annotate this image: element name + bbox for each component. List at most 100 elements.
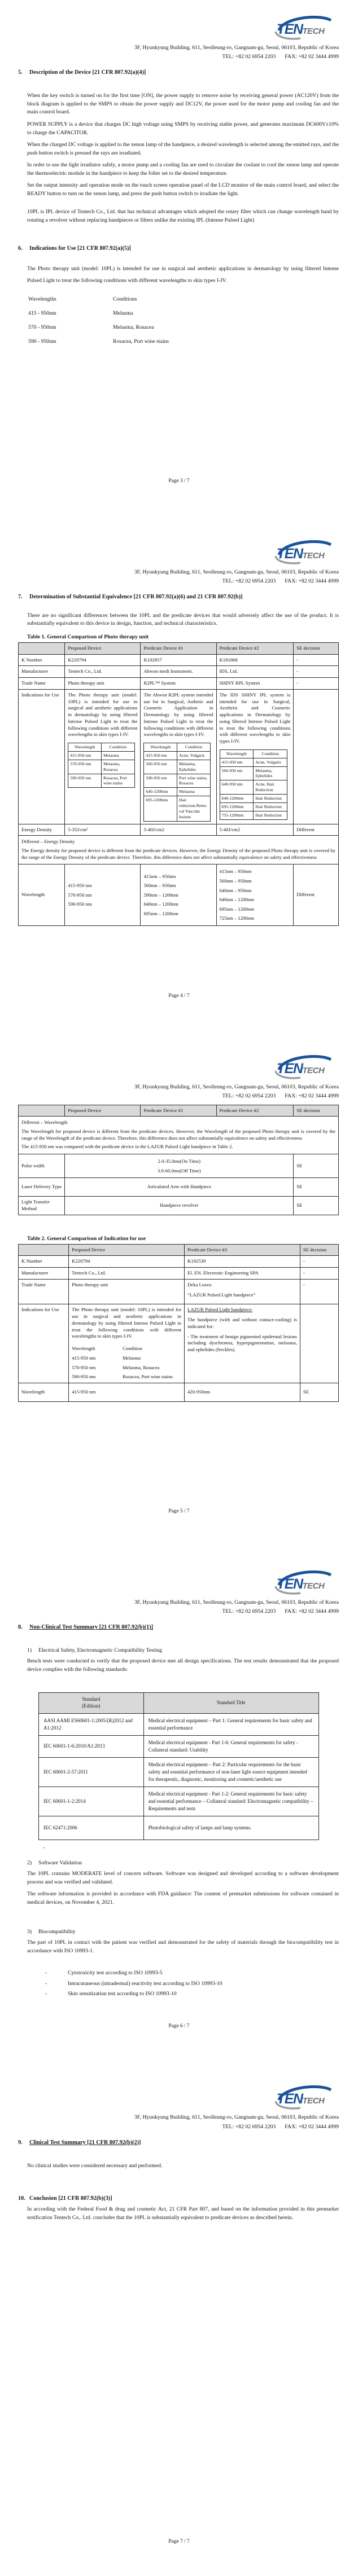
tel-number: TEL: +82 02 6954 2203 — [222, 54, 276, 60]
table-cell: - — [299, 1267, 339, 1280]
table-cell: K181868 — [216, 654, 294, 667]
table-cell: - — [293, 665, 339, 678]
section-number: 10. — [18, 2195, 25, 2202]
table-row-manufacturer: Manufacturer Tentech Co., Ltd. Ahwon med… — [18, 665, 339, 678]
company-address: 3F, Hyunkyung Building, 611, Seolleung-r… — [134, 45, 339, 51]
wavelength-value: 695nm – 1200nm — [143, 910, 178, 916]
page-header: TENTECH 3F, Hyunkyung Building, 611, Seo… — [18, 0, 339, 61]
company-contact: TEL: +82 02 6954 2203 FAX: +82 02 3444 49… — [18, 1092, 339, 1101]
tentech-logo: TENTECH — [271, 2084, 338, 2110]
condition-value: Rosacea, Port wine stains — [123, 1374, 173, 1380]
company-contact: TEL: +82 02 6954 2203 FAX: +82 02 3444 49… — [18, 577, 339, 586]
standard-row: IEC 60601-1-6:2010/A1:2013 Medical elect… — [38, 1735, 320, 1758]
software-paragraph: The 10PL contains MODERATE level of conc… — [27, 1871, 339, 1885]
table-cell: 5-40J/cm2 — [216, 823, 294, 836]
section-6-heading: 6. Indications for Use [21 CFR 807.92(a)(… — [18, 245, 339, 252]
row-label: Laser Delivery Type — [18, 1177, 66, 1197]
wavelength-value: 415-950 nm — [68, 883, 92, 889]
section-9-heading: 9. Clinical Test Summary [21 CFR 807.92(b… — [18, 2140, 339, 2146]
wavelength-value: 570 - 950nm — [28, 324, 56, 331]
nested-cell: 415-950 nm — [143, 751, 178, 760]
table-row-wavelength-note: Different – Wavelength The Wavelength fo… — [18, 1116, 339, 1155]
note-body: The Energy density for proposed device i… — [21, 848, 335, 860]
logo-tech-text: TECH — [302, 1581, 325, 1591]
table-row-light-transfer: Light Transfer Method Handpiece revolver… — [18, 1196, 339, 1215]
table-1-comparison: Proposed Device Predicate Device #1 Pred… — [18, 642, 339, 926]
standard-title: Medical electrical equipment – Part 2: P… — [143, 1757, 320, 1787]
logo-swoosh-icon — [274, 540, 332, 564]
standard-name: IEC 60601-2-57:2011 — [38, 1757, 144, 1787]
table-cell: The Ahwon R2PL system intended use for i… — [140, 689, 217, 824]
nested-cell: 695-1200nm — [143, 796, 178, 822]
description-paragraph: 10PL is IPL device of Tentech Co., Ltd. … — [27, 209, 339, 223]
subsection-1-heading: 1) Electrical Safety, Electromagnetic Com… — [27, 1647, 339, 1653]
section-number: 6. — [18, 245, 23, 252]
wavelength-condition-list: Wavelength Condition 415-950 nm Melasma … — [72, 1346, 181, 1380]
trade-name-line: “LAZUR Pulsed Light handpiece” — [187, 1291, 256, 1298]
condition-value: Melasma — [123, 1355, 141, 1361]
section-number: 9. — [18, 2139, 23, 2146]
clinical-paragraph: No clinical studies were considered nece… — [27, 2162, 163, 2169]
subsection-title: Biocompatibility — [38, 1929, 76, 1935]
company-contact: TEL: +82 02 6954 2203 FAX: +82 02 3444 49… — [18, 52, 339, 61]
company-address: 3F, Hyunkyung Building, 611, Seolleung-r… — [134, 568, 339, 575]
bio-test-item: - Cytotoxicity test according to ISO 1099… — [45, 1968, 339, 1978]
page-number: Page 6 / 7 — [168, 2023, 190, 2030]
standard-row: AASI AAMI ES60601-1:2005/(R)2012 and A1:… — [38, 1713, 320, 1736]
standard-row: IEC 60601-1-2:2014 Medical electrical eq… — [38, 1786, 320, 1817]
logo-tech-text: TECH — [302, 27, 325, 36]
section-7-heading: 7. Determination of Substantial Equivalen… — [18, 594, 339, 600]
bullet-dash: - — [45, 1980, 47, 1987]
standards-table: Standard (Edition) Standard Title AASI AA… — [38, 1692, 320, 1841]
table-cell: Articulated Arm with Handpiece — [64, 1177, 294, 1197]
indications-intro: The Ahwon R2PL system intended use for i… — [143, 691, 213, 738]
standard-title: Medical electrical equipment - Part 1-2:… — [143, 1786, 320, 1817]
subsection-title: Electrical Safety, Electromagnetic Compa… — [38, 1647, 162, 1654]
nested-wavelength-table: Wavelength Condition 415-950 nm Acne, Vulg… — [219, 749, 288, 820]
table-cell: K220794 — [64, 654, 141, 667]
fax-number: FAX: +82 02 3444 4999 — [285, 54, 339, 60]
nested-header: Condition — [253, 749, 288, 758]
header-cell: Predicate Device #1 — [140, 1104, 217, 1117]
section-10-heading: 10. Conclusion [21 CFR 807.92(b)(3)] — [18, 2195, 339, 2202]
company-address: 3F, Hyunkyung Building, 611, Seolleung-r… — [134, 1084, 339, 1091]
wavelength-value: 590 - 950nm — [28, 338, 56, 345]
table-cell: Photo therapy unit — [68, 1278, 185, 1305]
standard-title: Medical electrical equipment - Part 1-6:… — [143, 1735, 320, 1758]
table-cell: Deka Luxea “LAZUR Pulsed Light handpiece… — [184, 1278, 300, 1305]
table-cell: LAZUR Pulsed Light handpiece: The handpi… — [184, 1304, 300, 1383]
nested-cell: Acne, Vulgaris — [177, 751, 211, 760]
condition-value: Rosacea, Port wine stains — [113, 338, 169, 345]
page-number: Page 3 / 7 — [168, 478, 190, 484]
row-label: Energy Density — [18, 823, 66, 836]
nested-cell: Melasma — [177, 787, 211, 797]
nested-cell: Rosacea, Port wine stains — [101, 773, 135, 788]
table-cell: Different — [293, 864, 339, 926]
logo-tech-text: TECH — [302, 1066, 325, 1076]
table-cell: El. EN. Electronic Engineering SPA — [184, 1267, 300, 1280]
logo-swoosh-icon — [274, 1055, 332, 1079]
row-label: Indications for Use — [18, 689, 66, 824]
row-label: Wavelength — [18, 1382, 69, 1402]
company-address: 3F, Hyunkyung Building, 611, Seolleung-r… — [134, 2114, 339, 2121]
header-cell: Predicate Device #2 — [216, 642, 294, 655]
nested-cell: Acne, Hair Reduction — [253, 780, 288, 795]
row-label: Manufacturer — [18, 665, 66, 678]
header-cell: SE decision — [293, 1104, 339, 1117]
table-cell: Different — [293, 823, 339, 836]
row-label: K Number — [18, 1255, 69, 1268]
table-cell: SE — [299, 1382, 339, 1402]
header-cell: Standard (Edition) — [38, 1692, 144, 1714]
logo-ten-text: TEN — [277, 1061, 303, 1077]
table-cell: K192539 — [184, 1255, 300, 1268]
logo-ten-text: TEN — [277, 545, 303, 562]
fax-number: FAX: +82 02 3444 4999 — [285, 1093, 339, 1100]
section-5-heading: 5. Description of the Device [21 CFR 807.… — [18, 69, 339, 76]
nested-cell: 560-950 nm — [219, 766, 254, 781]
nested-cell: 640-1200nm — [219, 793, 254, 803]
table-cell: - — [299, 1278, 339, 1305]
header-cell: Predicate Device #2 — [216, 1104, 294, 1117]
page-number: Page 7 / 7 — [168, 2538, 190, 2544]
subsection-2-heading: 2) Software Validation — [27, 1860, 339, 1866]
indications-paragraph: The Photo therapy unit (model: 10PL) is … — [27, 266, 339, 284]
